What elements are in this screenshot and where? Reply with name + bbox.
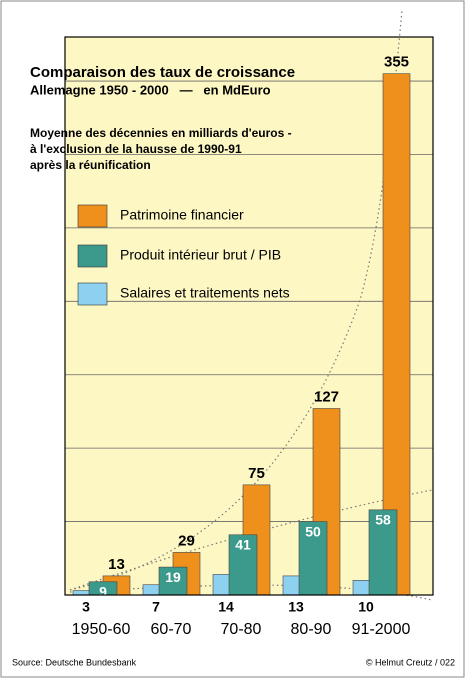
legend-swatch [77,204,108,228]
legend-swatch [77,282,108,306]
value-label: 50 [305,523,321,539]
bar [368,509,398,596]
bar [228,534,258,596]
source: Source: Deutsche Bundesbank [12,657,137,667]
value-label: 9 [99,583,107,599]
value-label: 41 [235,536,251,552]
value-label: 355 [384,54,409,71]
legend-label: Salaires et traitements nets [120,285,290,301]
x-tick-label: 1950-60 [72,621,131,638]
note-line: après la réunification [30,158,151,172]
x-tick-label: 80-90 [291,621,332,638]
x-tick-label: 70-80 [221,621,262,638]
x-tick-label: 60-70 [151,621,192,638]
note-line: Moyenne des décennies en milliards d'eur… [30,126,292,140]
value-label: 127 [314,388,339,405]
value-label: 10 [358,599,374,615]
x-tick-label: 91-2000 [352,621,411,638]
note-line: à l'exclusion de la hausse de 1990-91 [30,142,242,156]
value-label: 29 [178,532,195,549]
legend-label: Produit intérieur brut / PIB [120,247,281,263]
value-label: 75 [248,465,265,482]
value-label: 13 [288,599,304,615]
value-label: 3 [82,599,90,615]
bar [298,521,328,596]
bar [382,73,411,596]
bar [158,566,188,596]
value-label: 14 [218,599,234,615]
chart-title: Comparaison des taux de croissance [30,64,295,81]
plot-border [64,36,434,596]
value-label: 58 [375,512,391,528]
legend-label: Patrimoine financier [120,207,244,223]
value-label: 7 [152,599,160,615]
trend-curve [69,489,433,591]
value-label: 13 [108,556,125,573]
credit: © Helmut Creutz / 022 [366,657,455,667]
value-label: 19 [165,569,181,585]
legend-swatch [77,244,108,268]
chart-subtitle: Allemagne 1950 - 2000 — en MdEuro [30,82,271,97]
